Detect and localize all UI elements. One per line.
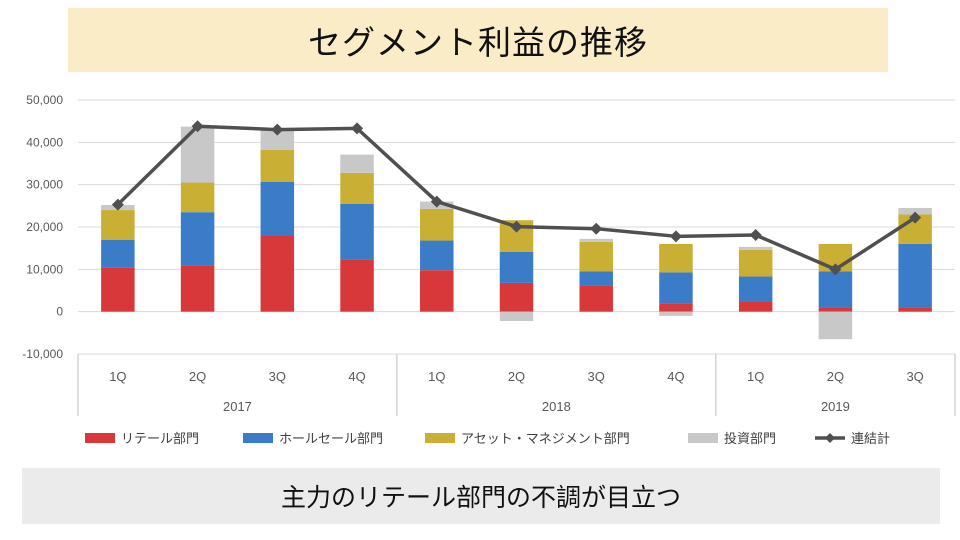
bar-segment <box>340 259 374 312</box>
bar-segment <box>260 181 295 236</box>
x-group-label: 2017 <box>223 399 252 414</box>
legend-label: 投資部門 <box>724 431 776 446</box>
bar-segment <box>738 301 773 312</box>
y-tick-label: 40,000 <box>26 135 63 149</box>
bar-segment <box>898 207 932 215</box>
x-tick-label: 2Q <box>827 369 844 384</box>
bar-segment <box>738 249 773 277</box>
caption-text: 主力のリテール部門の不調が目立つ <box>280 483 681 512</box>
bar-segment <box>738 276 773 302</box>
bar-segment <box>180 126 215 183</box>
bar-segment <box>180 265 215 312</box>
legend-swatch <box>688 433 718 443</box>
chart-area: -10,000 0 10,000 20,000 30,000 40,000 50,000 1Q… <box>0 80 960 470</box>
legend-label: ホールセール部門 <box>279 431 383 446</box>
x-tick-label: 3Q <box>269 369 286 384</box>
segment-profit-chart: -10,000 0 10,000 20,000 30,000 40,000 50,000 1Q… <box>22 93 956 446</box>
bar-segment <box>340 203 374 260</box>
y-tick-label: 20,000 <box>26 220 63 234</box>
title-banner: セグメント利益の推移 <box>68 8 888 72</box>
bar-segment <box>101 239 135 268</box>
page-title: セグメント利益の推移 <box>308 23 648 62</box>
total-point <box>590 222 603 235</box>
x-tick-label: 2Q <box>189 369 206 384</box>
total-point <box>909 211 922 224</box>
bar-segment <box>659 272 693 304</box>
x-tick-label: 1Q <box>747 369 764 384</box>
x-tick-label: 3Q <box>588 369 605 384</box>
legend-swatch <box>425 433 455 443</box>
legend-label: リテール部門 <box>121 431 199 446</box>
bar-segment <box>579 238 613 242</box>
bar-segment <box>101 210 135 240</box>
bar-segment <box>340 172 374 204</box>
bar-segment <box>579 241 613 272</box>
bar-segment <box>659 303 693 312</box>
total-point <box>829 263 842 276</box>
x-tick-label: 1Q <box>109 369 126 384</box>
bar-segment <box>499 282 534 312</box>
bar-segment <box>499 311 534 321</box>
bar-segment <box>420 270 454 312</box>
x-tick-label: 4Q <box>667 369 684 384</box>
total-point <box>191 120 204 133</box>
x-group-label: 2019 <box>821 399 850 414</box>
total-point <box>271 123 284 136</box>
bar-segment <box>818 311 853 340</box>
x-tick-label: 4Q <box>348 369 365 384</box>
bar-segment <box>340 154 374 173</box>
bar-segment <box>579 285 613 312</box>
bar-segment <box>180 212 215 266</box>
y-tick-label: -10,000 <box>22 347 63 361</box>
y-tick-label: 30,000 <box>26 178 63 192</box>
bar-segment <box>818 307 853 312</box>
bar-segment <box>499 251 534 283</box>
bar-segment <box>260 149 295 182</box>
legend-label: 連結計 <box>851 431 890 446</box>
total-point <box>430 195 443 208</box>
x-tick-label: 2Q <box>508 369 525 384</box>
total-point <box>749 229 762 242</box>
x-group-label: 2018 <box>542 399 571 414</box>
bar-segment <box>420 208 454 241</box>
bar-segment <box>659 243 693 273</box>
bar-segment <box>260 128 295 150</box>
bar-segment <box>659 311 693 316</box>
bar-segment <box>260 235 295 312</box>
total-point <box>510 220 523 233</box>
bar-segment <box>180 182 215 213</box>
total-point <box>351 122 364 135</box>
y-tick-label: 0 <box>56 305 63 319</box>
bar-segment <box>579 271 613 286</box>
bar-segment <box>738 246 773 250</box>
caption-banner: 主力のリテール部門の不調が目立つ <box>22 468 940 524</box>
bar-segment <box>420 240 454 271</box>
legend-line-marker <box>825 433 835 443</box>
legend-label: アセット・マネジメント部門 <box>461 431 630 446</box>
legend-swatch <box>243 433 273 443</box>
legend-swatch <box>85 433 115 443</box>
bar-segment <box>101 267 135 312</box>
x-tick-label: 3Q <box>906 369 923 384</box>
y-tick-label: 50,000 <box>26 93 63 107</box>
x-tick-label: 1Q <box>428 369 445 384</box>
y-tick-label: 10,000 <box>26 262 63 276</box>
total-point <box>669 230 682 243</box>
total-point <box>111 198 124 211</box>
bar-segment <box>898 307 932 312</box>
bar-segment <box>818 271 853 308</box>
bar-segment <box>898 243 932 308</box>
